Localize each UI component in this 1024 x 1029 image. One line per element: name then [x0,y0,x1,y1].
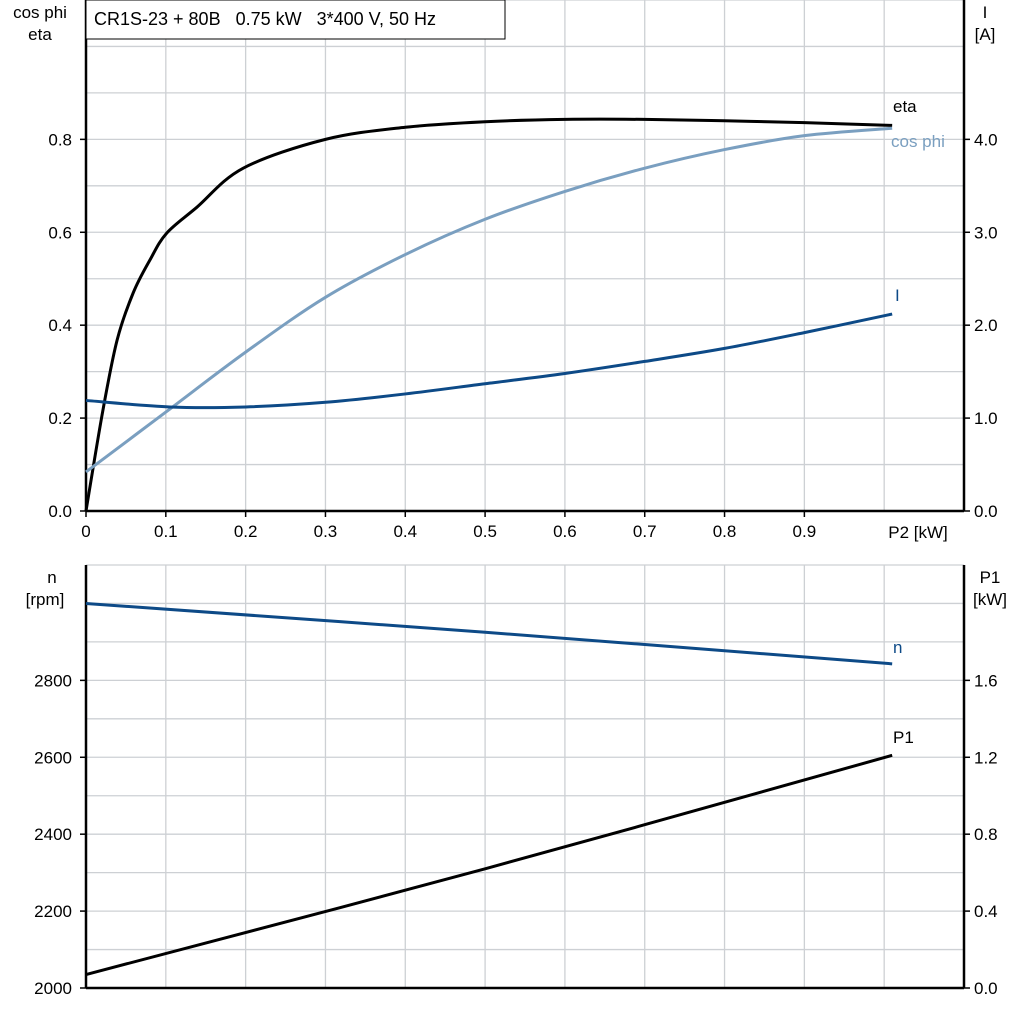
y-right-tick-label: 0.0 [974,502,998,521]
title-box: CR1S-23 + 80B 0.75 kW 3*400 V, 50 Hz [85,0,506,40]
y-right-tick-label: 1.6 [974,671,998,690]
y-left-tick-label: 0.6 [48,223,72,242]
bottom-grid [84,564,966,990]
y-right-label-unit: [A] [975,25,996,44]
y-right-tick-label: 0.8 [974,825,998,844]
y-right-label-i: I [983,3,988,22]
x-axis-label: P2 [kW] [888,523,948,542]
y-left-tick-label: 2400 [34,825,72,844]
series-line-i [85,312,893,410]
series-line-p1 [85,753,893,976]
y-right-label-kw: [kW] [973,590,1007,609]
x-tick-label: 0 [81,522,90,541]
x-tick-label: 0.2 [234,522,258,541]
series-label-eta: eta [893,97,917,116]
series-label-cosphi: cos phi [891,132,945,151]
y-left-label-cosphi: cos phi [13,3,67,22]
tick-labels: 0.0 0.2 0.4 0.6 0.8 0.0 1.0 2.0 3.0 4.0 0 0.1 0.2 0.3… [34,130,997,998]
y-right-label-p1: P1 [980,568,1001,587]
y-left-tick-label: 0.4 [48,316,72,335]
x-tick-label: 0.5 [473,522,497,541]
series-label-i: I [895,286,900,305]
series-line-n [85,601,893,666]
top-grid [84,0,966,513]
series-label-p1: P1 [893,728,914,747]
y-left-tick-label: 0.2 [48,409,72,428]
x-tick-label: 0.8 [713,522,737,541]
x-tick-label: 0.7 [633,522,657,541]
series-label-n: n [893,638,902,657]
y-right-tick-label: 4.0 [974,130,998,149]
y-right-tick-label: 2.0 [974,316,998,335]
y-right-tick-label: 0.4 [974,902,998,921]
y-left-tick-label: 2200 [34,902,72,921]
curves [84,117,893,976]
y-right-tick-label: 3.0 [974,223,998,242]
y-left-tick-label: 2600 [34,748,72,767]
x-tick-label: 0.9 [793,522,817,541]
y-right-tick-label: 1.0 [974,409,998,428]
x-tick-label: 0.1 [154,522,178,541]
y-left-tick-label: 0.8 [48,130,72,149]
y-right-tick-label: 1.2 [974,748,998,767]
y-left-label-rpm: [rpm] [26,590,65,609]
y-left-tick-label: 0.0 [48,502,72,521]
y-left-tick-label: 2000 [34,979,72,998]
y-left-label-eta: eta [28,25,52,44]
y-right-tick-label: 0.0 [974,979,998,998]
y-left-tick-label: 2800 [34,671,72,690]
x-tick-label: 0.6 [553,522,577,541]
x-tick-label: 0.3 [314,522,338,541]
series-line-eta [84,117,893,512]
chart-title: CR1S-23 + 80B 0.75 kW 3*400 V, 50 Hz [94,9,436,29]
x-tick-label: 0.4 [393,522,417,541]
series-line-cos-phi [85,126,893,474]
y-left-label-n: n [47,568,56,587]
